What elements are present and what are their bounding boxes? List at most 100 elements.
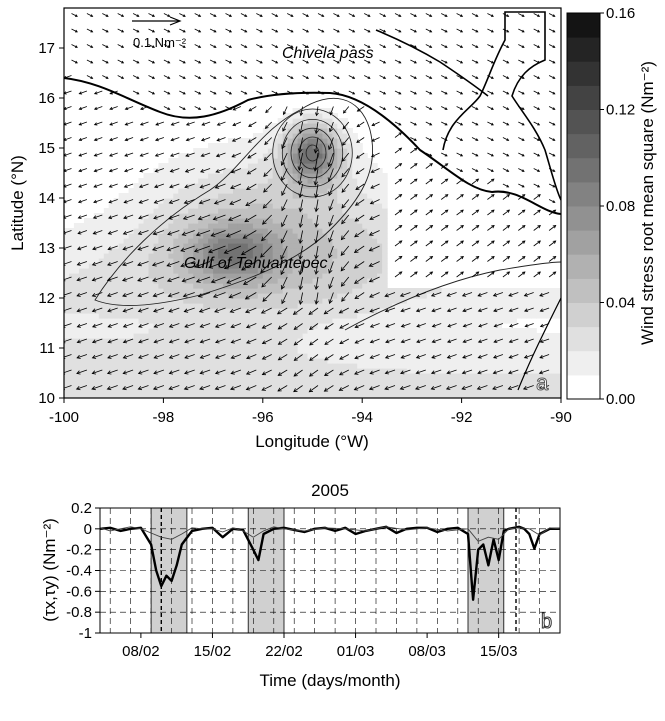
wind-vector-head [324, 325, 329, 330]
field-cell [247, 268, 254, 274]
field-cell [133, 338, 140, 344]
field-cell [466, 393, 473, 398]
field-cell [88, 248, 95, 254]
field-cell [317, 123, 324, 129]
field-cell [367, 308, 373, 314]
field-cell [362, 303, 368, 309]
field-cell [307, 218, 314, 224]
field-cell [208, 173, 214, 179]
field-cell [208, 203, 214, 209]
field-cell [531, 293, 537, 299]
field-cell [233, 278, 239, 284]
field-cell [397, 288, 403, 294]
wind-vector-head [538, 370, 544, 375]
field-cell [397, 338, 403, 344]
field-cell [128, 233, 135, 239]
field-cell [123, 313, 130, 319]
field-cell [183, 388, 189, 394]
field-cell [69, 338, 75, 344]
field-cell [526, 293, 532, 299]
field-cell [213, 228, 219, 234]
field-cell [456, 373, 463, 379]
field-cell [352, 258, 358, 264]
field-cell [163, 248, 169, 254]
field-cell [377, 353, 383, 359]
wind-vector-head [247, 139, 252, 143]
field-cell [332, 188, 338, 194]
field-cell [426, 303, 433, 309]
field-cell [392, 308, 398, 314]
field-cell [511, 358, 517, 364]
field-cell [511, 388, 517, 394]
field-cell [322, 333, 328, 339]
field-cell [208, 148, 214, 154]
field-cell [158, 273, 164, 279]
field-cell [262, 378, 269, 384]
field-cell [302, 293, 309, 299]
field-cell [93, 363, 100, 369]
field-cell [173, 313, 179, 319]
wind-vector [230, 307, 242, 313]
field-cell [163, 313, 169, 319]
wind-vector-head [308, 310, 313, 315]
field-cell [83, 388, 90, 394]
field-cell [203, 223, 209, 229]
field-cell [436, 298, 443, 304]
wind-vector-head [537, 184, 541, 188]
wind-vector [369, 261, 380, 267]
field-cell [362, 188, 368, 194]
wind-vector-head [153, 323, 158, 328]
wind-vector-head [429, 240, 434, 244]
wind-vector-head [107, 354, 112, 359]
field-cell [193, 188, 199, 194]
field-cell [168, 163, 174, 169]
wind-vector [315, 199, 319, 212]
field-cell [317, 238, 324, 244]
contour-line [290, 127, 335, 179]
field-cell [69, 393, 75, 398]
field-cell [411, 383, 418, 389]
wind-vector-head [475, 256, 480, 260]
field-cell [282, 228, 289, 234]
field-cell [481, 343, 488, 349]
field-cell [332, 378, 338, 384]
field-cell [367, 203, 373, 209]
field-cell [541, 388, 547, 394]
field-cell [93, 248, 100, 254]
field-cell [332, 283, 338, 289]
field-cell [367, 393, 373, 398]
field-cell [262, 383, 269, 389]
wind-vector-head [200, 153, 205, 157]
field-cell [183, 178, 189, 184]
field-cell [188, 183, 194, 189]
wind-vector [309, 354, 319, 361]
field-cell [64, 278, 70, 284]
field-cell [526, 368, 532, 374]
field-cell [69, 228, 75, 234]
field-cell [491, 348, 497, 354]
field-cell [228, 163, 234, 169]
field-cell [431, 328, 438, 334]
field-cell [183, 263, 189, 269]
field-cell [342, 228, 348, 234]
wind-vector [487, 240, 495, 247]
field-cell [342, 293, 348, 299]
field-cell [471, 393, 478, 398]
field-cell [342, 308, 348, 314]
field-cell [163, 283, 169, 289]
field-cell [257, 193, 264, 199]
field-cell [247, 318, 254, 324]
field-cell [163, 233, 169, 239]
field-cell [551, 303, 557, 309]
field-cell [88, 373, 95, 379]
field-cell [307, 193, 314, 199]
field-cell [411, 328, 418, 334]
field-cell [307, 303, 314, 309]
field-cell [242, 378, 249, 384]
field-cell [317, 223, 324, 229]
field-cell [108, 378, 115, 384]
wind-vector [425, 163, 433, 169]
field-cell [257, 353, 264, 359]
field-cell [213, 318, 219, 324]
wind-vector-head [263, 188, 268, 193]
